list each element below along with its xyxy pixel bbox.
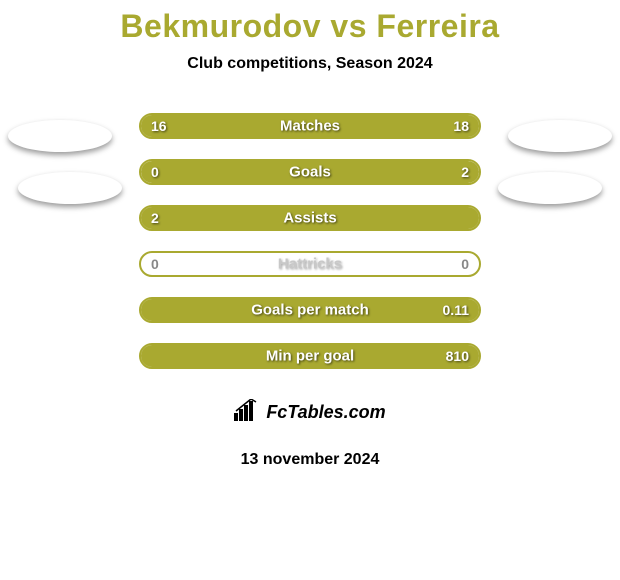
comparison-title: Bekmurodov vs Ferreira (0, 8, 620, 45)
stat-label: Assists (283, 210, 336, 227)
stat-label: Matches (280, 118, 340, 135)
stat-left-value: 2 (151, 210, 159, 226)
footer-date: 13 november 2024 (0, 451, 620, 469)
stat-label: Goals (289, 164, 331, 181)
brand-badge[interactable]: FcTables.com (207, 387, 413, 437)
stat-right-value: 18 (453, 118, 469, 134)
stat-bar-goals: 0 Goals 2 (139, 159, 481, 185)
stat-left-value: 16 (151, 118, 167, 134)
stat-label: Min per goal (266, 348, 354, 365)
bar-chart-icon (234, 399, 260, 426)
bar-fill-right (202, 161, 479, 183)
player-left-logo (8, 120, 112, 152)
stat-bar-goals-per-match: Goals per match 0.11 (139, 297, 481, 323)
player-right-logo-2 (498, 172, 602, 204)
stat-label: Hattricks (278, 256, 342, 273)
stat-bar-assists: 2 Assists (139, 205, 481, 231)
stat-right-value: 2 (461, 164, 469, 180)
stat-bar-matches: 16 Matches 18 (139, 113, 481, 139)
stat-label: Goals per match (251, 302, 369, 319)
player-left-logo-2 (18, 172, 122, 204)
stat-bar-hattricks: 0 Hattricks 0 (139, 251, 481, 277)
stat-left-value: 0 (151, 164, 159, 180)
brand-text: FcTables.com (266, 402, 385, 423)
stat-left-value: 0 (151, 256, 159, 272)
stat-bar-min-per-goal: Min per goal 810 (139, 343, 481, 369)
stat-right-value: 810 (446, 348, 469, 364)
stat-right-value: 0.11 (443, 302, 469, 318)
comparison-subtitle: Club competitions, Season 2024 (0, 55, 620, 73)
stat-right-value: 0 (461, 256, 469, 272)
stats-bars: 16 Matches 18 0 Goals 2 2 Assists 0 Hatt… (139, 113, 481, 369)
player-right-logo (508, 120, 612, 152)
